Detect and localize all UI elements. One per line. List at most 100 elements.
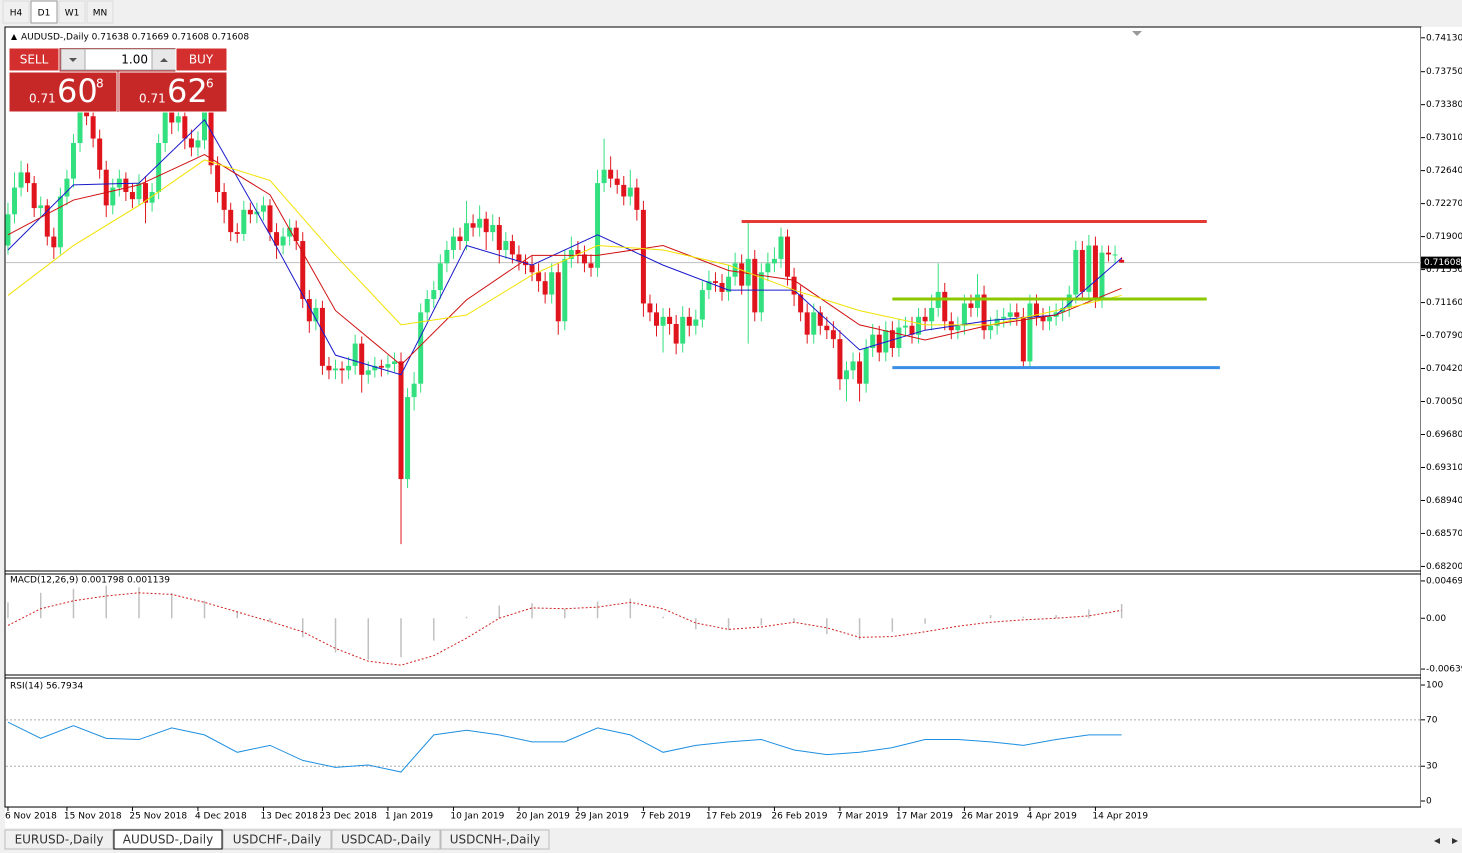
tab-label: AUDUSD-,Daily (123, 833, 213, 847)
candle-body (595, 183, 601, 268)
scroll-left[interactable] (1434, 838, 1440, 844)
x-tick-label: 4 Dec 2018 (195, 812, 247, 822)
candle-body (549, 272, 555, 295)
candle-body (215, 165, 221, 193)
candle-body (319, 307, 325, 366)
candle-body (1014, 312, 1020, 317)
candle-body (352, 343, 358, 366)
x-tick-label: 23 Dec 2018 (319, 812, 377, 822)
tab[interactable] (222, 829, 332, 850)
candle-body (857, 361, 863, 384)
ask-small: 6 (206, 77, 214, 91)
candle-body (149, 192, 155, 203)
candle-body (811, 312, 817, 335)
candle-body (614, 178, 620, 185)
candle-body (254, 211, 260, 215)
candle-body (791, 276, 797, 295)
candle-body (260, 205, 266, 212)
candle-body (929, 307, 935, 322)
bid-small: 8 (96, 77, 104, 91)
candle-body (169, 111, 175, 123)
tab[interactable] (331, 829, 441, 850)
x-tick-label: 13 Dec 2018 (260, 812, 318, 822)
candle-body (398, 361, 404, 480)
y-tick-label: 100 (1426, 681, 1443, 691)
timeframe-label: MN (93, 9, 108, 19)
chart-frame (4, 26, 1422, 808)
y-tick-label: 0.70790 (1426, 331, 1462, 341)
chart-tabs: EURUSD-,Daily AUDUSD-,Daily USDCHF-,Daily U… (4, 829, 550, 850)
candle-body (444, 249, 450, 264)
candle-body (405, 397, 411, 480)
candle-body (909, 325, 915, 335)
x-tick-label: 10 Jan 2019 (450, 812, 504, 822)
y-tick-label: 70 (1426, 715, 1438, 725)
candle-body (739, 263, 745, 286)
candle-body (503, 241, 509, 250)
timeframe-button[interactable] (30, 0, 58, 24)
candle-body (509, 241, 515, 255)
candle-body (129, 192, 135, 200)
y-tick-label: 0.73380 (1426, 100, 1462, 110)
candle-body (84, 111, 90, 117)
bid-box[interactable] (8, 71, 118, 113)
candle-body (77, 111, 83, 143)
tab-label: USDCNH-,Daily (450, 833, 541, 847)
candle-body (765, 263, 771, 273)
candle-body (418, 312, 424, 384)
candle-body (562, 258, 568, 322)
timeframe-button[interactable] (2, 0, 30, 24)
candle-body (575, 249, 581, 255)
candle-body (654, 312, 660, 326)
candle-body (1040, 316, 1046, 322)
tab[interactable] (113, 829, 223, 850)
tab[interactable] (4, 829, 114, 850)
y-tick-label: 0 (1426, 797, 1432, 807)
tab[interactable] (440, 829, 550, 850)
x-tick-label: 4 Apr 2019 (1027, 812, 1077, 822)
candle-body (287, 227, 293, 237)
candle-body (922, 316, 928, 322)
candle-body (680, 316, 686, 344)
arrow-up (160, 58, 168, 62)
candle-body (156, 142, 162, 193)
timeframe-toolbar: H4 D1 W1 MN (2, 0, 114, 24)
candle-body (706, 281, 712, 291)
arrow-down (69, 58, 77, 62)
scroll-right[interactable] (1452, 838, 1458, 844)
tab-label: EURUSD-,Daily (15, 833, 104, 847)
candle-body (431, 290, 437, 299)
buy-button[interactable] (175, 47, 228, 72)
candle-body (221, 192, 227, 210)
tab-label: USDCAD-,Daily (341, 833, 431, 847)
ask-big: 62 (167, 72, 208, 110)
x-tick-label: 15 Nov 2018 (64, 812, 122, 822)
candle-body (457, 236, 463, 242)
y-tick-label: 0.72270 (1426, 199, 1462, 209)
ask-box[interactable] (118, 71, 228, 113)
x-tick-label: 20 Jan 2019 (516, 812, 570, 822)
y-tick-label: 0.68200 (1426, 562, 1462, 572)
candle-body (1073, 249, 1079, 295)
candle-body (313, 307, 319, 322)
timeframe-button[interactable] (86, 0, 114, 24)
candle-body (1119, 259, 1125, 263)
candle-body (1112, 254, 1118, 256)
candle-body (110, 187, 116, 206)
candle-body (942, 291, 948, 322)
candle-body (1001, 316, 1007, 319)
candle-body (1092, 245, 1098, 299)
candle-body (31, 183, 37, 209)
candle-body (5, 214, 11, 246)
sell-button[interactable] (8, 47, 60, 72)
candle-body (385, 364, 391, 368)
candle-body (883, 330, 889, 353)
candle-body (870, 334, 876, 349)
timeframe-label: W1 (65, 9, 80, 19)
lot-value: 1.00 (121, 53, 148, 67)
y-tick-label: 0.70050 (1426, 397, 1462, 407)
candle-body (195, 140, 201, 148)
candle-body (391, 361, 397, 365)
timeframe-button[interactable] (58, 0, 86, 24)
